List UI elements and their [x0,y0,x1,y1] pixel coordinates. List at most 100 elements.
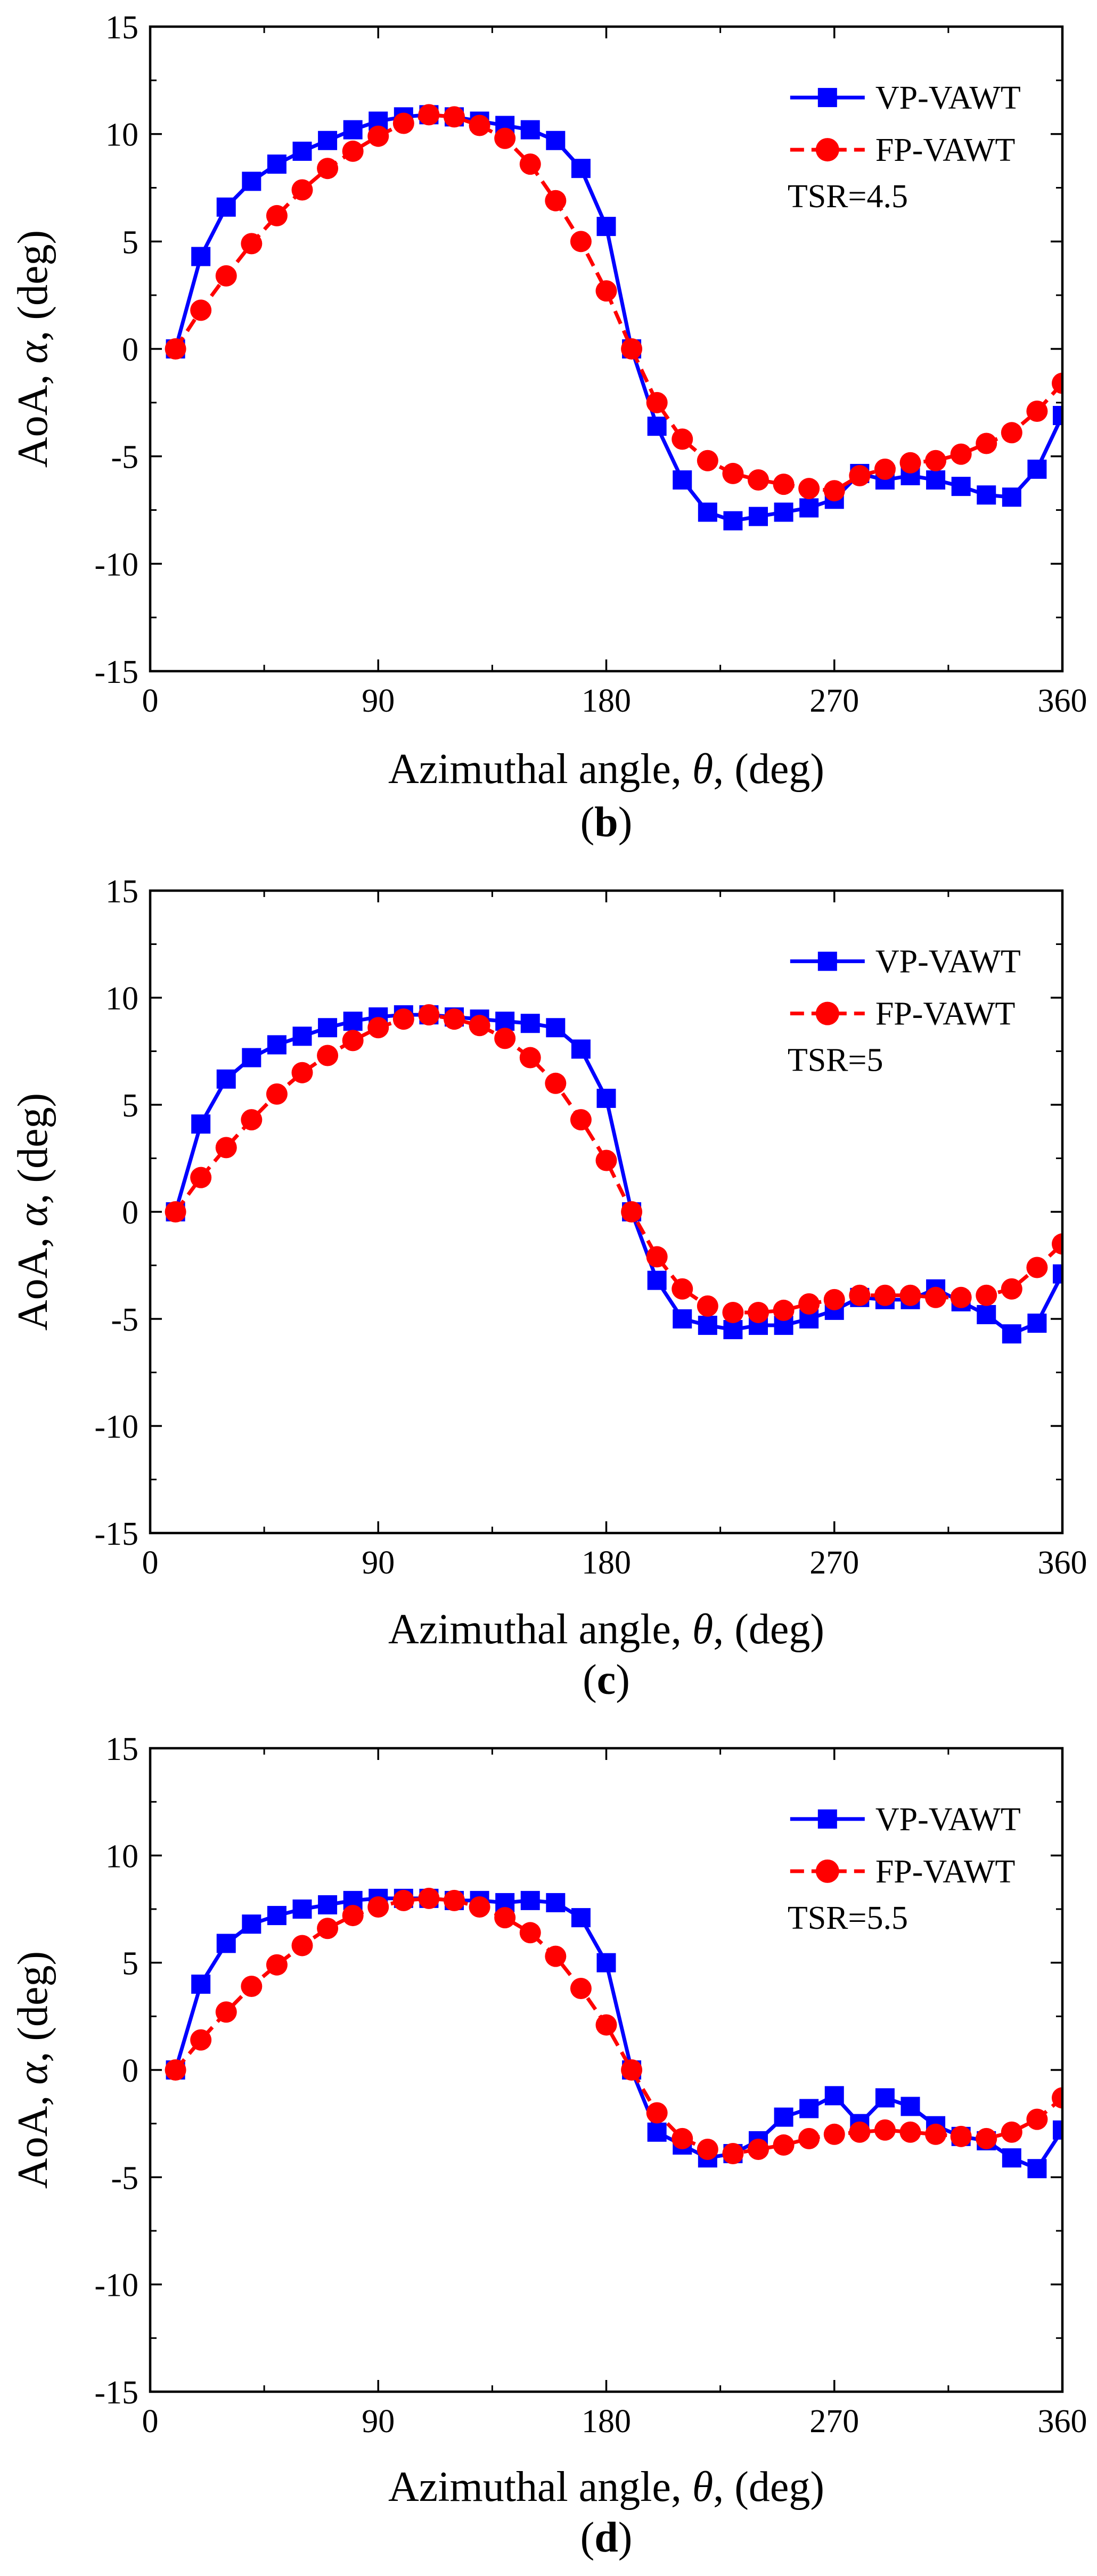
legend-note-tsr: TSR=5.5 [788,1900,908,1936]
data-point [773,474,795,495]
data-point [1052,2087,1062,2109]
data-point [926,470,946,490]
x-axis-label: Azimuthal angle, θ, (deg) [388,746,824,793]
data-point [520,120,540,140]
data-point [318,1895,338,1914]
data-point [774,2107,793,2127]
y-tick-label: 0 [122,1195,138,1231]
data-point [165,338,186,360]
legend-label-vp-vawt: VP-VAWT [875,1801,1021,1838]
x-axis-label-part: θ [692,746,713,793]
legend-marker-fp-vawt [815,138,839,162]
data-point [672,2127,693,2149]
data-point [266,1954,288,1976]
data-point [418,1887,440,1909]
data-point [722,1301,744,1323]
data-point [823,2123,845,2145]
data-point [1002,487,1021,507]
data-point [698,502,717,522]
data-point [1053,1264,1062,1284]
data-point [291,1062,313,1083]
plot-frame [149,889,1064,1535]
data-point [545,190,567,211]
data-point [267,1035,286,1055]
data-point [977,485,996,505]
data-point [950,1286,972,1308]
series-fp-vawt [165,104,1062,502]
y-tick-label: 15 [105,1731,138,1767]
data-point [241,1109,263,1131]
data-point [444,1008,465,1030]
y-tick-label: 5 [122,1088,138,1124]
y-axis-label-part: AoA, [10,2085,56,2189]
data-point [519,1922,541,1944]
data-point [673,1309,692,1328]
data-point [951,477,971,496]
data-point [519,1047,541,1069]
data-point [418,104,440,126]
data-point [571,159,591,178]
data-point [191,1974,211,1994]
data-point [546,1893,566,1912]
data-point [216,1069,236,1089]
y-tick-label: -10 [94,547,138,583]
data-point [292,141,312,161]
data-point [976,433,997,454]
data-point [241,1975,263,1997]
data-point [950,443,972,465]
data-point [1002,2148,1021,2168]
plot-frame [149,1747,1064,2393]
chart-panel-c: -15 -10 -5 0 5 10 15 0 90 180 270 360 VP-VAWT FP-VAWT… [10,874,1087,1703]
x-tick-label: 270 [809,2403,859,2440]
data-point [392,1889,414,1911]
panel-caption-part: ) [618,2514,633,2561]
data-point [190,2029,212,2051]
data-point [267,1906,286,1926]
data-point [798,2127,820,2149]
data-point [367,1017,389,1039]
panel-caption-part: c [597,1657,616,1703]
data-point [1053,2120,1062,2140]
data-point [215,2001,237,2023]
data-point [215,265,237,287]
data-point [799,498,819,518]
y-tick-label: 10 [105,1838,138,1874]
data-point [976,2127,997,2149]
data-point [849,2121,871,2143]
data-point [343,1012,363,1031]
data-point [672,428,693,450]
data-point [494,127,516,149]
y-axis-label: AoA, α, (deg) [10,1951,56,2189]
data-point [292,1026,312,1046]
data-point [495,1012,515,1031]
data-point [342,1905,364,1927]
legend-label-fp-vawt: FP-VAWT [875,132,1016,168]
data-point [646,392,668,413]
x-axis-label-part: , (deg) [713,746,824,793]
data-point [748,1301,769,1323]
data-point [570,1109,592,1131]
data-point [646,1246,668,1268]
data-point [1027,1314,1047,1333]
data-point [191,1114,211,1134]
data-point [925,450,947,471]
data-point [1027,2159,1047,2179]
data-point [899,452,921,474]
data-point [1001,422,1022,444]
y-tick-label: 10 [105,117,138,153]
data-point [824,2086,844,2106]
y-axis-label-part: α [10,1203,56,1227]
data-point [215,1137,237,1159]
data-point [1026,2108,1048,2130]
x-tick-label: 0 [142,2403,159,2440]
x-axis-label-part: Azimuthal angle, [388,1606,692,1653]
data-point [342,140,364,162]
data-point [950,2125,972,2147]
data-point [925,1286,947,1308]
panel-caption-part: ( [583,1657,597,1703]
y-axis-label-part: , (deg) [10,1951,56,2063]
x-tick-label: 90 [362,2403,395,2440]
data-point [1001,2121,1022,2143]
data-point [392,1008,414,1030]
legend-label-vp-vawt: VP-VAWT [875,944,1021,980]
